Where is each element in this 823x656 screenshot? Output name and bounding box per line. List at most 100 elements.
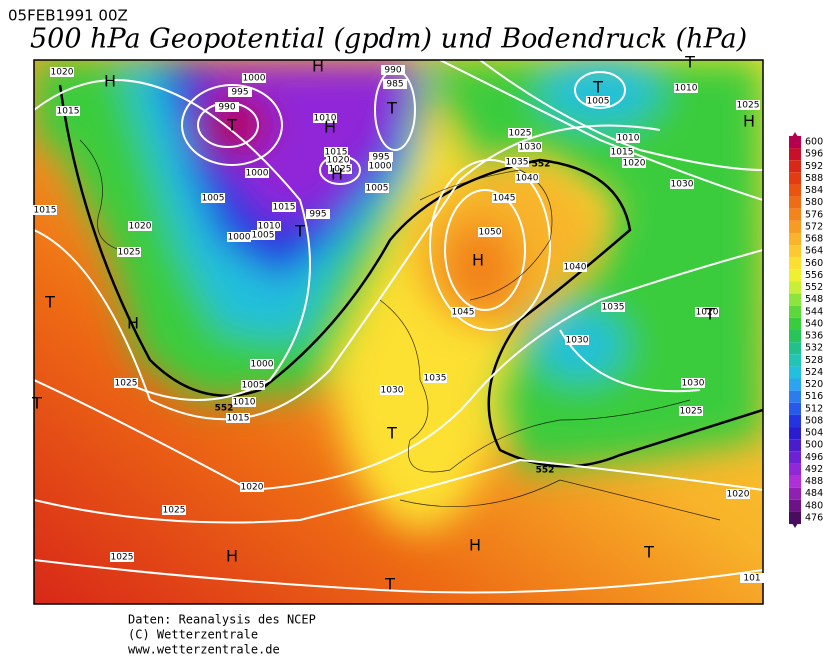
pressure-center: H — [331, 165, 343, 184]
footer-line: www.wetterzentrale.de — [128, 643, 280, 656]
isobar-label-bg — [478, 227, 502, 237]
scale-swatch — [789, 402, 801, 415]
scale-label: 568 — [805, 234, 823, 245]
scale-label: 592 — [805, 161, 823, 172]
isobar-label-bg — [565, 335, 589, 345]
pressure-center: H — [312, 57, 324, 76]
pressure-center: T — [31, 394, 42, 413]
isobar-label: 1005 — [252, 231, 275, 241]
isobar-label: 995 — [372, 153, 389, 163]
isobar-label: 1010 — [675, 84, 698, 94]
footer-line: (C) Wetterzentrale — [128, 628, 258, 642]
isobar-label: 1045 — [452, 308, 475, 318]
map-title: 500 hPa Geopotential (gpdm) und Bodendru… — [30, 24, 747, 55]
isobar-label-bg — [324, 147, 348, 157]
isobar-label: 1020 — [727, 490, 750, 500]
scale-label: 492 — [805, 464, 823, 475]
isobar-label-bg — [518, 142, 542, 152]
isobar-label-bg — [33, 205, 57, 215]
isobar-label-bg — [505, 157, 529, 167]
isobar-label-bg — [381, 65, 405, 75]
scale-swatch — [789, 487, 801, 500]
isobar-label: 995 — [309, 210, 326, 220]
scale-label: 516 — [805, 391, 823, 402]
isobar-label-bg — [110, 552, 134, 562]
map-date: 05FEB1991 00Z — [8, 7, 128, 25]
isobar-label: 1025 — [115, 379, 138, 389]
isobar-label-bg — [227, 232, 251, 242]
isobar-label-bg — [56, 106, 80, 116]
isobar-label: 1040 — [516, 174, 539, 184]
isobar-label-bg — [201, 193, 225, 203]
scale-swatch — [789, 160, 801, 173]
isobar-label: 1015 — [57, 107, 80, 117]
isobar-label: 1035 — [424, 374, 447, 384]
isobar-label-bg — [492, 193, 516, 203]
isobar-label: 1005 — [366, 184, 389, 194]
isobar-label: 1010 — [314, 114, 337, 124]
pressure-center: H — [469, 536, 481, 555]
scale-swatch — [789, 135, 801, 149]
height-label: 552 — [536, 466, 555, 476]
isobar-label-bg — [383, 79, 407, 89]
pressure-center: H — [743, 112, 755, 131]
isobar-label: 1040 — [564, 263, 587, 273]
scale-label: 504 — [805, 428, 823, 439]
pressure-center: T — [643, 543, 654, 562]
isobar-label: 985 — [386, 80, 403, 90]
scale-swatch — [789, 414, 801, 428]
isobar-label: 1005 — [202, 194, 225, 204]
isobar-label-bg — [515, 173, 539, 183]
isobar-label: 1025 — [509, 129, 532, 139]
scale-swatch — [789, 269, 801, 282]
isobar-label: 1010 — [617, 134, 640, 144]
scale-label: 600 — [805, 137, 823, 148]
height-label: 552 — [215, 404, 234, 414]
isobar-label-bg — [313, 113, 337, 123]
isobar-label-bg — [740, 573, 764, 583]
scale-label: 480 — [805, 500, 823, 511]
isobar-label: 995 — [231, 88, 248, 98]
scale-swatch — [789, 257, 801, 270]
isobar-label-bg — [162, 505, 186, 515]
scale-swatch — [789, 354, 801, 367]
scale-swatch — [789, 511, 801, 525]
isobar-label-bg — [616, 133, 640, 143]
scale-label: 512 — [805, 403, 823, 414]
isobar-label-bg — [228, 87, 252, 97]
scale-swatch — [789, 463, 801, 476]
scale-swatch — [789, 427, 801, 440]
isobar-label-bg — [272, 202, 296, 212]
isobar-label-bg — [368, 161, 392, 171]
isobar-label-bg — [695, 307, 719, 317]
pressure-center: T — [386, 424, 397, 443]
pressure-center: T — [684, 53, 695, 72]
isobar-label: 1050 — [479, 228, 502, 238]
isobar-label: 1000 — [243, 74, 266, 84]
isobar-label: 1030 — [566, 336, 589, 346]
isobar-label-bg — [365, 183, 389, 193]
isobar-label-bg — [601, 302, 625, 312]
isobar-label-bg — [726, 489, 750, 499]
scale-swatch — [789, 281, 801, 294]
pressure-center: T — [592, 78, 603, 97]
isobar-label-bg — [380, 385, 404, 395]
isobar-label: 1025 — [680, 407, 703, 417]
isobar-label-bg — [215, 102, 239, 112]
scale-label: 536 — [805, 331, 823, 342]
isobar-label: 990 — [384, 66, 401, 76]
scale-label: 588 — [805, 173, 823, 184]
scale-label: 476 — [805, 513, 823, 524]
scale-label: 500 — [805, 440, 823, 451]
map-field — [34, 60, 763, 604]
scale-label: 584 — [805, 185, 823, 196]
isobar-label: 1010 — [233, 398, 256, 408]
scale-label: 552 — [805, 282, 823, 293]
scale-label: 560 — [805, 258, 823, 269]
pressure-center: T — [386, 99, 397, 118]
scale-swatch — [789, 378, 801, 391]
scale-swatch — [789, 330, 801, 343]
scale-label: 580 — [805, 197, 823, 208]
isobar-label: 1015 — [227, 414, 250, 424]
